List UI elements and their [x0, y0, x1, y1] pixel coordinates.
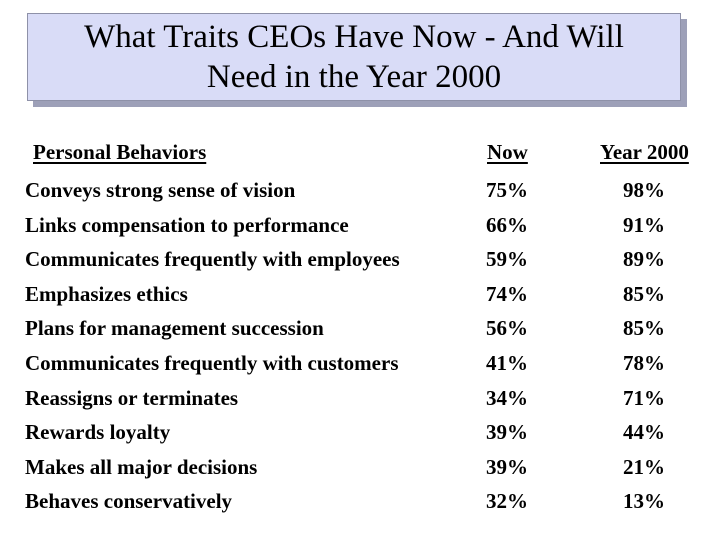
row-label: Communicates frequently with employees [25, 247, 400, 272]
row-now-value: 34% [486, 385, 528, 410]
row-now-value: 75% [486, 178, 528, 202]
traits-table: Conveys strong sense of vision 75% 98% L… [25, 178, 705, 524]
column-header-personal-behaviors: Personal Behaviors [33, 140, 207, 164]
row-year-2000-value: 89% [623, 247, 665, 272]
table-row: Communicates frequently with employees 5… [25, 247, 705, 282]
row-label: Reassigns or terminates [25, 385, 239, 410]
row-year-2000-value: 98% [623, 178, 665, 202]
row-now-value: 56% [486, 316, 528, 341]
row-year-2000-value: 44% [623, 420, 665, 445]
table-row: Links compensation to performance 66% 91… [25, 213, 705, 248]
row-now-value: 66% [486, 212, 528, 237]
row-now-value: 59% [486, 247, 528, 272]
table-row: Plans for management succession 56% 85% [25, 316, 705, 351]
table-row: Behaves conservatively 32% 13% [25, 489, 705, 524]
title-line-1: What Traits CEOs Have Now - And Will [84, 19, 624, 55]
row-label: Plans for management succession [25, 316, 324, 341]
table-row: Communicates frequently with customers 4… [25, 351, 705, 386]
row-label: Rewards loyalty [25, 420, 171, 445]
row-now-value: 41% [486, 350, 528, 375]
table-row: Conveys strong sense of vision 75% 98% [25, 178, 705, 213]
table-row: Rewards loyalty 39% 44% [25, 420, 705, 455]
row-label: Links compensation to performance [25, 212, 349, 237]
row-now-value: 32% [486, 489, 528, 514]
row-now-value: 74% [486, 281, 528, 306]
column-header-now: Now [487, 140, 528, 164]
row-year-2000-value: 85% [623, 316, 665, 341]
row-now-value: 39% [486, 454, 528, 479]
row-label: Makes all major decisions [25, 454, 258, 479]
table-row: Reassigns or terminates 34% 71% [25, 386, 705, 421]
row-now-value: 39% [486, 420, 528, 445]
row-year-2000-value: 78% [623, 350, 665, 375]
row-year-2000-value: 13% [623, 489, 665, 514]
title-line-2: Need in the Year 2000 [206, 59, 502, 95]
row-label: Behaves conservatively [25, 489, 233, 514]
row-year-2000-value: 85% [623, 281, 665, 306]
row-label: Emphasizes ethics [25, 281, 188, 306]
row-year-2000-value: 91% [623, 212, 665, 237]
row-year-2000-value: 21% [623, 454, 665, 479]
table-row: Makes all major decisions 39% 21% [25, 455, 705, 490]
column-header-year-2000: Year 2000 [600, 140, 689, 164]
title-box: What Traits CEOs Have Now - And Will Nee… [27, 13, 681, 101]
table-row: Emphasizes ethics 74% 85% [25, 282, 705, 317]
row-label: Communicates frequently with customers [25, 350, 399, 375]
row-year-2000-value: 71% [623, 385, 665, 410]
row-label: Conveys strong sense of vision [25, 178, 296, 202]
